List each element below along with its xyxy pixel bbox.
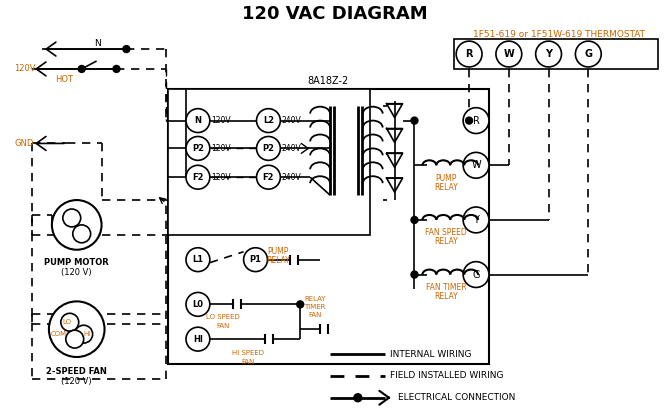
Circle shape <box>123 46 130 52</box>
Circle shape <box>186 327 210 351</box>
Text: RELAY: RELAY <box>434 292 458 301</box>
Text: 120V: 120V <box>211 144 230 153</box>
Circle shape <box>466 117 472 124</box>
Circle shape <box>61 313 78 331</box>
Text: 8A18Z-2: 8A18Z-2 <box>308 76 348 86</box>
Text: (120 V): (120 V) <box>62 378 92 386</box>
Text: RELAY: RELAY <box>267 256 290 265</box>
Text: FAN SPEED: FAN SPEED <box>425 228 467 237</box>
Text: RELAY: RELAY <box>434 237 458 246</box>
Circle shape <box>186 292 210 316</box>
Text: N: N <box>194 116 202 125</box>
Circle shape <box>186 137 210 160</box>
Circle shape <box>75 325 92 343</box>
Text: FAN: FAN <box>241 359 255 365</box>
Text: W: W <box>503 49 514 59</box>
Text: G: G <box>584 49 592 59</box>
Text: 120V: 120V <box>211 173 230 182</box>
Text: RELAY: RELAY <box>304 296 326 303</box>
Text: P1: P1 <box>249 255 261 264</box>
Text: F2: F2 <box>192 173 204 182</box>
Circle shape <box>257 137 280 160</box>
Text: RELAY: RELAY <box>434 183 458 191</box>
Text: Y: Y <box>473 215 479 225</box>
Text: FIELD INSTALLED WIRING: FIELD INSTALLED WIRING <box>390 371 503 380</box>
Text: W: W <box>471 160 481 170</box>
Circle shape <box>463 153 489 178</box>
Text: PUMP: PUMP <box>268 247 289 256</box>
Text: Y: Y <box>545 49 552 59</box>
Circle shape <box>535 41 561 67</box>
Text: COM: COM <box>51 331 67 337</box>
Text: R: R <box>472 116 480 126</box>
Text: F2: F2 <box>263 173 274 182</box>
Circle shape <box>257 165 280 189</box>
Text: N: N <box>94 39 101 48</box>
Text: P2: P2 <box>263 144 275 153</box>
Circle shape <box>463 108 489 134</box>
Circle shape <box>186 109 210 132</box>
Text: 2-SPEED FAN: 2-SPEED FAN <box>46 367 107 376</box>
Text: 240V: 240V <box>281 116 302 125</box>
Circle shape <box>63 209 80 227</box>
Circle shape <box>496 41 522 67</box>
Text: 1F51-619 or 1F51W-619 THERMOSTAT: 1F51-619 or 1F51W-619 THERMOSTAT <box>472 30 645 39</box>
Circle shape <box>186 248 210 272</box>
Text: L2: L2 <box>263 116 274 125</box>
Text: G: G <box>472 269 480 279</box>
Text: 240V: 240V <box>281 144 302 153</box>
Circle shape <box>244 248 267 272</box>
Text: HI: HI <box>83 331 90 337</box>
Text: FAN TIMER: FAN TIMER <box>426 283 466 292</box>
Text: L0: L0 <box>192 300 204 309</box>
Circle shape <box>49 301 105 357</box>
Text: LO SPEED: LO SPEED <box>206 314 240 320</box>
Circle shape <box>411 217 418 223</box>
Text: HI SPEED: HI SPEED <box>232 350 263 356</box>
Text: PUMP MOTOR: PUMP MOTOR <box>44 258 109 267</box>
Circle shape <box>78 65 85 72</box>
Circle shape <box>52 200 102 250</box>
Text: FAN: FAN <box>216 323 229 329</box>
Text: 240V: 240V <box>281 173 302 182</box>
Text: INTERNAL WIRING: INTERNAL WIRING <box>390 349 471 359</box>
Text: HI: HI <box>193 335 203 344</box>
Bar <box>454 39 658 69</box>
Circle shape <box>463 261 489 287</box>
Circle shape <box>113 65 120 72</box>
Circle shape <box>257 109 280 132</box>
Circle shape <box>463 207 489 233</box>
Text: FAN: FAN <box>308 312 322 318</box>
Circle shape <box>576 41 601 67</box>
Text: PUMP: PUMP <box>436 174 457 183</box>
Text: L1: L1 <box>192 255 204 264</box>
Text: LO: LO <box>62 319 71 325</box>
Text: R: R <box>466 49 473 59</box>
Text: HOT: HOT <box>55 75 73 84</box>
Bar <box>168 89 370 235</box>
Text: (120 V): (120 V) <box>62 268 92 277</box>
Text: 120V: 120V <box>14 65 36 73</box>
Circle shape <box>456 41 482 67</box>
Text: GND: GND <box>14 139 34 148</box>
Circle shape <box>354 394 362 402</box>
Text: P2: P2 <box>192 144 204 153</box>
Circle shape <box>186 165 210 189</box>
Text: TIMER: TIMER <box>304 304 326 310</box>
Circle shape <box>73 225 90 243</box>
Bar <box>168 89 489 364</box>
Circle shape <box>411 271 418 278</box>
Circle shape <box>66 330 84 348</box>
Text: ELECTRICAL CONNECTION: ELECTRICAL CONNECTION <box>397 393 515 402</box>
Circle shape <box>297 301 304 308</box>
Text: 120 VAC DIAGRAM: 120 VAC DIAGRAM <box>242 5 428 23</box>
Text: 120V: 120V <box>211 116 230 125</box>
Circle shape <box>411 117 418 124</box>
